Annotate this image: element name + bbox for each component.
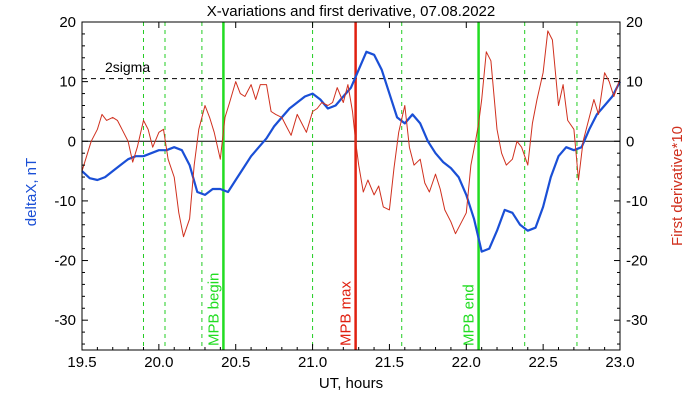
y-tick-label-right-0: -30 <box>626 312 648 329</box>
plot-frame <box>81 21 621 351</box>
x-tick-label-2: 20.5 <box>221 354 250 371</box>
derivative-series-line <box>81 30 621 238</box>
x-tick-label-4: 21.5 <box>375 354 404 371</box>
x-tick-label-7: 23.0 <box>605 354 634 371</box>
y-axis-label-right: First derivative*10 <box>669 126 686 246</box>
y-tick-label-left-4: 10 <box>59 74 76 91</box>
y-tick-label-right-5: 20 <box>626 14 643 31</box>
mpb-begin-label: MPB begin <box>205 273 222 346</box>
plot-border <box>81 21 621 351</box>
deltax-series-line <box>81 50 621 253</box>
x-axis-label: UT, hours <box>319 375 383 392</box>
y-axis-label-left: deltaX, nT <box>23 158 40 226</box>
chart-title: X-variations and first derivative, 07.08… <box>207 3 496 20</box>
y-tick-label-left-5: 20 <box>59 14 76 31</box>
y-tick-label-right-2: -10 <box>626 193 648 210</box>
two-sigma-label: 2sigma <box>105 59 150 75</box>
y-tick-label-left-3: 0 <box>68 133 76 150</box>
x-tick-label-5: 22.0 <box>452 354 481 371</box>
label-group: 19.5 20.0 20.5 21.0 21.5 22.0 22.5 23.0 -30 -30 -2… <box>54 14 647 371</box>
dashed-verticals <box>142 22 578 350</box>
x-tick-label-3: 21.0 <box>298 354 327 371</box>
y-tick-label-left-1: -20 <box>54 253 76 270</box>
y-tick-label-right-1: -20 <box>626 253 648 270</box>
mpb-max-label: MPB max <box>338 280 355 346</box>
y-tick-label-left-0: -30 <box>54 312 76 329</box>
y-tick-label-left-2: -10 <box>54 193 76 210</box>
y-tick-label-right-3: 0 <box>626 133 634 150</box>
plot-area <box>82 22 620 350</box>
mpb-markers: MPB begin MPB max MPB end <box>205 22 480 350</box>
tick-group <box>81 21 621 350</box>
x-tick-label-1: 20.0 <box>144 354 173 371</box>
x-tick-label-6: 22.5 <box>529 354 558 371</box>
y-tick-label-right-4: 10 <box>626 74 643 91</box>
mpb-end-label: MPB end <box>461 284 478 346</box>
series-group <box>81 30 621 253</box>
x-tick-label-0: 19.5 <box>67 354 96 371</box>
